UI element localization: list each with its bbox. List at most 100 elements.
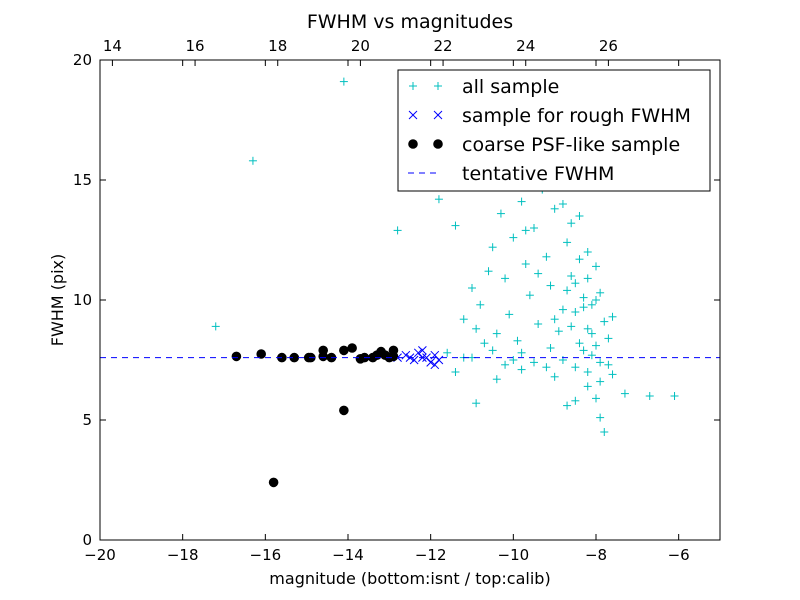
data-point-all-sample bbox=[546, 344, 555, 352]
data-point-all-sample bbox=[587, 351, 596, 360]
data-point-coarse-psf-like-sample bbox=[339, 405, 349, 416]
y-tick-label: 20 bbox=[73, 51, 92, 69]
data-point-all-sample bbox=[476, 300, 485, 309]
data-point-all-sample bbox=[558, 200, 567, 208]
data-point-all-sample bbox=[563, 401, 572, 410]
y-axis-label: FWHM (pix) bbox=[48, 254, 67, 347]
top-tick-label: 26 bbox=[599, 37, 618, 55]
legend: all sample sample for rough FWHM coarse PS… bbox=[397, 69, 711, 192]
data-point-all-sample bbox=[596, 358, 605, 367]
data-point-sample-for-rough-fwhm bbox=[413, 348, 423, 358]
top-tick-label: 24 bbox=[516, 37, 535, 55]
data-point-all-sample bbox=[488, 243, 497, 252]
data-point-all-sample bbox=[579, 293, 588, 302]
data-point-all-sample bbox=[600, 317, 609, 326]
data-point-all-sample bbox=[571, 279, 580, 288]
data-point-all-sample bbox=[339, 77, 348, 86]
data-point-all-sample bbox=[596, 288, 605, 297]
data-point-all-sample bbox=[583, 274, 592, 283]
data-point-all-sample bbox=[517, 197, 526, 206]
data-point-all-sample bbox=[608, 312, 617, 321]
data-point-coarse-psf-like-sample bbox=[347, 343, 357, 353]
top-tick-label: 20 bbox=[351, 37, 370, 55]
data-point-all-sample bbox=[587, 329, 596, 338]
y-axis: 0 5 10 15 20 bbox=[73, 51, 720, 549]
data-point-all-sample bbox=[443, 348, 452, 357]
legend-label-coarse-psf-like-sample: coarse PSF-like sample bbox=[462, 134, 680, 156]
data-point-all-sample bbox=[521, 260, 530, 268]
legend-swatch-all-sample bbox=[409, 82, 442, 90]
data-point-all-sample bbox=[558, 305, 567, 314]
bottom-x-axis: −20 −18 −16 −14 −12 −10 −8 −6 bbox=[84, 60, 690, 564]
data-point-all-sample bbox=[583, 382, 592, 391]
data-point-all-sample bbox=[509, 233, 518, 242]
data-point-all-sample bbox=[546, 281, 555, 290]
data-point-all-sample bbox=[530, 358, 538, 367]
y-tick-label: 10 bbox=[73, 291, 92, 309]
legend-label-sample-for-rough-fwhm: sample for rough FWHM bbox=[462, 105, 691, 127]
data-point-all-sample bbox=[525, 291, 534, 300]
data-point-coarse-psf-like-sample bbox=[388, 351, 399, 362]
data-point-coarse-psf-like-sample bbox=[339, 345, 349, 356]
data-point-all-sample bbox=[505, 310, 514, 319]
data-point-all-sample bbox=[211, 322, 220, 331]
legend-swatch-sample-for-rough-fwhm bbox=[408, 110, 443, 120]
data-point-all-sample bbox=[484, 267, 493, 276]
data-point-all-sample bbox=[530, 224, 538, 232]
data-point-all-sample bbox=[517, 348, 526, 357]
data-point-all-sample bbox=[600, 428, 609, 436]
data-point-all-sample bbox=[575, 212, 584, 220]
data-point-all-sample bbox=[604, 334, 613, 343]
data-point-all-sample bbox=[583, 324, 592, 333]
data-point-all-sample bbox=[542, 363, 551, 372]
data-point-all-sample bbox=[604, 360, 613, 369]
data-point-all-sample bbox=[554, 327, 563, 336]
data-point-all-sample bbox=[451, 368, 460, 376]
data-point-all-sample bbox=[571, 396, 580, 405]
data-point-all-sample bbox=[496, 209, 505, 218]
data-point-all-sample bbox=[583, 248, 592, 256]
y-tick-label: 5 bbox=[82, 411, 92, 429]
x-tick-label: −10 bbox=[498, 546, 530, 564]
data-point-all-sample bbox=[248, 156, 257, 165]
data-point-all-sample bbox=[459, 315, 468, 324]
x-tick-label: −6 bbox=[668, 546, 690, 564]
data-point-all-sample bbox=[509, 356, 518, 364]
legend-swatch-coarse-psf-like-sample bbox=[408, 139, 443, 149]
data-point-all-sample bbox=[592, 262, 600, 271]
data-point-all-sample bbox=[575, 339, 584, 348]
data-point-all-sample bbox=[468, 284, 476, 292]
data-point-all-sample bbox=[492, 375, 501, 384]
data-point-all-sample bbox=[542, 252, 551, 261]
data-point-all-sample bbox=[563, 238, 572, 247]
top-tick-label: 18 bbox=[268, 37, 287, 55]
data-point-all-sample bbox=[575, 255, 584, 264]
x-tick-label: −20 bbox=[84, 546, 116, 564]
data-point-all-sample bbox=[579, 303, 588, 312]
data-point-all-sample bbox=[517, 365, 526, 374]
data-point-all-sample bbox=[488, 346, 497, 355]
x-tick-label: −12 bbox=[415, 546, 447, 564]
data-point-all-sample bbox=[534, 269, 543, 278]
data-point-coarse-psf-like-sample bbox=[256, 349, 267, 359]
data-point-sample-for-rough-fwhm bbox=[418, 346, 427, 355]
data-point-all-sample bbox=[620, 389, 629, 398]
data-point-all-sample bbox=[587, 300, 596, 309]
data-point-all-sample bbox=[567, 272, 576, 280]
data-point-all-sample bbox=[434, 195, 443, 204]
data-point-all-sample bbox=[571, 308, 580, 316]
legend-label-all-sample: all sample bbox=[462, 76, 559, 98]
data-point-all-sample bbox=[567, 219, 576, 228]
data-point-all-sample bbox=[592, 296, 600, 304]
x-axis-label: magnitude (bottom:isnt / top:calib) bbox=[269, 569, 550, 588]
data-point-all-sample bbox=[550, 204, 559, 213]
chart-title: FWHM vs magnitudes bbox=[307, 11, 513, 33]
x-tick-label: −16 bbox=[250, 546, 282, 564]
x-tick-label: −18 bbox=[167, 546, 199, 564]
data-point-all-sample bbox=[583, 368, 592, 376]
data-point-all-sample bbox=[592, 394, 600, 403]
data-point-all-sample bbox=[550, 315, 559, 324]
data-point-coarse-psf-like-sample bbox=[231, 351, 242, 362]
legend-box bbox=[397, 69, 711, 192]
